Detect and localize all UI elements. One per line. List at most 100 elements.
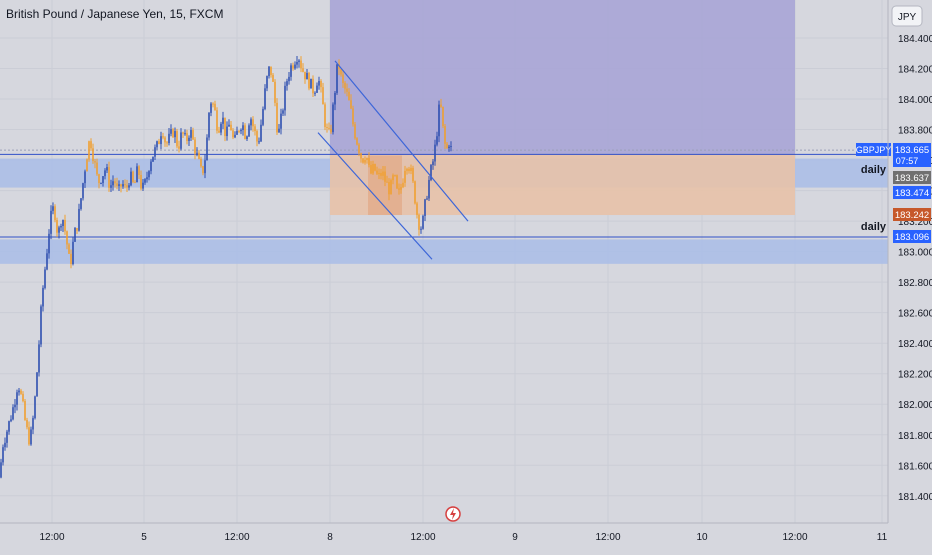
chart-title: British Pound / Japanese Yen, 15, FXCM — [6, 7, 223, 21]
candle-body — [2, 447, 4, 463]
candle-body — [322, 87, 324, 105]
candle-body — [78, 208, 80, 231]
candle-body — [46, 253, 48, 270]
candle-body — [188, 137, 190, 141]
candle-body — [28, 427, 30, 445]
candle-body — [114, 181, 116, 184]
candle-body — [262, 109, 264, 125]
candle-body — [398, 188, 400, 190]
candle-body — [72, 241, 74, 265]
candle-body — [264, 88, 266, 110]
candle-body — [298, 60, 300, 62]
time-axis[interactable]: 12:00 5 12:00 8 12:00 9 12:00 10 12:00 11 — [39, 532, 887, 543]
daily-label-2: daily — [861, 221, 887, 233]
candle-body — [434, 144, 436, 162]
candle-body — [90, 141, 92, 149]
candle-body — [340, 69, 342, 75]
candle-body — [146, 177, 148, 180]
candle-body — [384, 171, 386, 182]
candle-body — [148, 171, 150, 178]
candles[interactable] — [0, 56, 452, 479]
candle-body — [214, 103, 216, 111]
price-tick-label: 184.400 — [898, 34, 932, 45]
candle-body — [284, 85, 286, 111]
candle-body — [44, 269, 46, 288]
candle-body — [422, 215, 424, 229]
candle-body — [192, 130, 194, 140]
daily-label-1: daily — [861, 164, 887, 176]
candle-body — [222, 117, 224, 124]
candle-body — [312, 78, 314, 94]
candle-body — [40, 306, 42, 345]
candle-body — [360, 153, 362, 159]
candle-body — [144, 179, 146, 183]
price-tick-label: 181.600 — [898, 461, 932, 472]
candle-body — [436, 136, 438, 145]
candle-body — [56, 220, 58, 233]
gray-level-label: 183.637 — [893, 171, 931, 184]
candle-body — [152, 156, 154, 162]
candle-body — [6, 431, 8, 443]
candle-body — [176, 131, 178, 147]
candle-body — [306, 72, 308, 80]
candle-body — [364, 159, 366, 163]
candle-body — [48, 233, 50, 254]
candle-body — [368, 158, 370, 165]
blue-level-label-1: 183.474 — [893, 186, 931, 199]
candle-body — [102, 176, 104, 183]
current-price-label: 183.665 — [895, 145, 929, 156]
candle-body — [68, 244, 70, 254]
candle-body — [226, 126, 228, 137]
candle-body — [330, 128, 332, 133]
candle-body — [246, 136, 248, 140]
candle-body — [332, 104, 334, 133]
currency-button[interactable]: JPY — [891, 5, 923, 27]
candle-body — [124, 184, 126, 186]
candle-body — [348, 91, 350, 101]
candle-body — [448, 146, 450, 148]
candle-body — [266, 76, 268, 89]
candle-body — [324, 104, 326, 128]
candle-body — [172, 129, 174, 138]
candle-body — [178, 146, 180, 149]
candle-body — [184, 133, 186, 135]
candle-body — [328, 127, 330, 129]
candle-body — [356, 138, 358, 145]
candle-body — [440, 104, 442, 107]
candle-body — [206, 137, 208, 161]
time-tick-label: 12:00 — [782, 532, 807, 543]
candle-body — [432, 161, 434, 165]
price-tick-label: 182.800 — [898, 278, 932, 289]
candle-body — [108, 167, 110, 188]
candle-body — [186, 133, 188, 141]
price-axis-background — [888, 0, 932, 523]
candle-body — [62, 220, 64, 226]
position-zone — [330, 153, 795, 216]
candle-body — [390, 180, 392, 195]
candle-body — [32, 418, 34, 430]
candle-body — [116, 183, 118, 186]
candle-body — [406, 168, 408, 171]
candle-body — [308, 72, 310, 89]
candle-body — [342, 74, 344, 83]
candle-body — [66, 231, 68, 245]
lightning-icon[interactable] — [445, 506, 461, 522]
time-tick-label: 12:00 — [595, 532, 620, 543]
candle-body — [190, 130, 192, 138]
candle-body — [38, 344, 40, 373]
candle-body — [238, 130, 240, 132]
price-tick-label: 181.400 — [898, 492, 932, 503]
candle-body — [88, 141, 90, 160]
candle-body — [24, 401, 26, 420]
candle-body — [442, 106, 444, 127]
candle-body — [310, 78, 312, 89]
candle-body — [354, 124, 356, 139]
trend-channel[interactable] — [317, 60, 469, 260]
candle-body — [220, 123, 222, 133]
candle-body — [338, 64, 340, 70]
candle-body — [304, 71, 306, 80]
candle-body — [350, 100, 352, 109]
candle-body — [86, 159, 88, 172]
candle-body — [208, 112, 210, 138]
